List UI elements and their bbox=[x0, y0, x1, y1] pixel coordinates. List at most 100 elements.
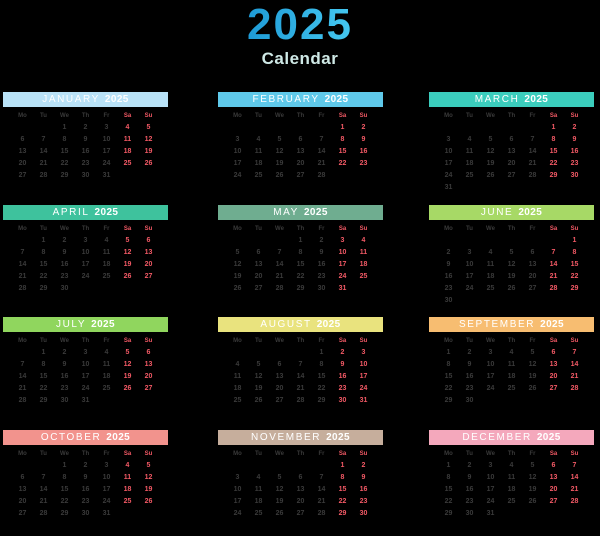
day-header-mo: Mo bbox=[233, 113, 242, 119]
date-cell-9: 9 bbox=[319, 249, 324, 256]
month-header: MAY 2025 bbox=[218, 205, 383, 220]
date-cell-5: 5 bbox=[509, 249, 514, 256]
day-header-tu: Tu bbox=[40, 113, 47, 119]
week-row-5: 29 30 bbox=[438, 395, 585, 407]
day-header-tu: Tu bbox=[466, 226, 473, 232]
date-cell-8: 8 bbox=[41, 249, 46, 256]
day-header-fr: Fr bbox=[103, 338, 110, 344]
date-cell-27: 27 bbox=[296, 172, 305, 179]
week-row-4: 20 21 22 23 24 25 26 bbox=[12, 158, 159, 170]
date-cell-4: 4 bbox=[467, 136, 472, 143]
month-name: AUGUST bbox=[260, 319, 312, 330]
date-cell-17: 17 bbox=[465, 273, 474, 280]
date-cell-16: 16 bbox=[81, 148, 90, 155]
date-cell-18: 18 bbox=[233, 385, 242, 392]
month-name: OCTOBER bbox=[40, 432, 102, 443]
date-cell-24: 24 bbox=[102, 498, 111, 505]
month-december: DECEMBER 2025 Mo Tu We Th Fr Sa Su 1 2 3 4 5 6 7 8 9 10… bbox=[429, 430, 594, 520]
empty-cell bbox=[269, 122, 290, 134]
date-cell-24: 24 bbox=[102, 160, 111, 167]
date-cell-4: 4 bbox=[509, 349, 514, 356]
date-cell-18: 18 bbox=[486, 273, 495, 280]
date-cell-20: 20 bbox=[528, 273, 537, 280]
date-cell-1: 1 bbox=[446, 349, 451, 356]
day-of-week-row: Mo Tu We Th Fr Sa Su bbox=[227, 449, 374, 460]
date-cell-3: 3 bbox=[235, 136, 240, 143]
empty-cell bbox=[480, 122, 501, 134]
date-cell-31: 31 bbox=[359, 397, 368, 404]
date-cell-10: 10 bbox=[486, 474, 495, 481]
date-cell-13: 13 bbox=[296, 486, 305, 493]
date-cell-1: 1 bbox=[446, 462, 451, 469]
day-header-mo: Mo bbox=[233, 451, 242, 457]
empty-cell bbox=[332, 170, 353, 182]
date-cell-17: 17 bbox=[444, 160, 453, 167]
date-cell-17: 17 bbox=[233, 160, 242, 167]
empty-cell bbox=[353, 283, 374, 295]
month-name: MARCH bbox=[474, 94, 520, 105]
week-row-1: 1 2 3 4 5 bbox=[12, 460, 159, 472]
month-year: 2025 bbox=[524, 94, 549, 105]
empty-cell bbox=[543, 295, 564, 307]
date-cell-12: 12 bbox=[275, 148, 284, 155]
month-grid: Mo Tu We Th Fr Sa Su 1 2 3 4 5 6 7 8 9 10 11 12 13 14 15 16 17… bbox=[3, 336, 168, 407]
date-cell-3: 3 bbox=[446, 136, 451, 143]
date-cell-25: 25 bbox=[123, 160, 132, 167]
date-cell-3: 3 bbox=[235, 474, 240, 481]
month-grid: Mo Tu We Th Fr Sa Su 1 2 3 4 5 6 7 8 9 10 11 12 13 14 15 16 17… bbox=[218, 111, 383, 182]
page-header: 2025 Calendar bbox=[0, 0, 600, 68]
date-cell-7: 7 bbox=[319, 474, 324, 481]
date-cell-29: 29 bbox=[39, 397, 48, 404]
date-cell-10: 10 bbox=[338, 249, 347, 256]
date-cell-12: 12 bbox=[528, 474, 537, 481]
date-cell-25: 25 bbox=[507, 385, 516, 392]
day-header-tu: Tu bbox=[466, 451, 473, 457]
date-cell-20: 20 bbox=[254, 273, 263, 280]
date-cell-9: 9 bbox=[467, 361, 472, 368]
date-cell-25: 25 bbox=[254, 510, 263, 517]
week-row-5: 28 29 30 31 bbox=[12, 395, 159, 407]
date-cell-16: 16 bbox=[317, 261, 326, 268]
empty-cell bbox=[543, 182, 564, 194]
date-cell-13: 13 bbox=[549, 474, 558, 481]
date-cell-28: 28 bbox=[317, 510, 326, 517]
day-header-fr: Fr bbox=[318, 451, 325, 457]
date-cell-1: 1 bbox=[551, 124, 556, 131]
date-cell-18: 18 bbox=[359, 261, 368, 268]
date-cell-23: 23 bbox=[570, 160, 579, 167]
date-cell-27: 27 bbox=[549, 385, 558, 392]
empty-cell bbox=[480, 235, 501, 247]
date-cell-20: 20 bbox=[549, 373, 558, 380]
date-cell-2: 2 bbox=[446, 249, 451, 256]
week-row-2: 7 8 9 10 11 12 13 bbox=[12, 359, 159, 371]
date-cell-22: 22 bbox=[570, 273, 579, 280]
date-cell-19: 19 bbox=[233, 273, 242, 280]
date-cell-23: 23 bbox=[465, 498, 474, 505]
empty-cell bbox=[501, 122, 522, 134]
date-cell-6: 6 bbox=[551, 462, 556, 469]
day-header-tu: Tu bbox=[40, 338, 47, 344]
empty-cell bbox=[543, 395, 564, 407]
day-header-sa: Sa bbox=[549, 113, 558, 119]
week-row-4: 19 20 21 22 23 24 25 bbox=[227, 271, 374, 283]
date-cell-20: 20 bbox=[549, 486, 558, 493]
empty-cell bbox=[12, 235, 33, 247]
date-cell-4: 4 bbox=[361, 237, 366, 244]
date-cell-1: 1 bbox=[298, 237, 303, 244]
date-cell-20: 20 bbox=[144, 373, 153, 380]
date-cell-15: 15 bbox=[39, 261, 48, 268]
date-cell-13: 13 bbox=[275, 373, 284, 380]
empty-cell bbox=[269, 347, 290, 359]
month-header: JULY 2025 bbox=[3, 317, 168, 332]
day-header-we: We bbox=[486, 451, 495, 457]
day-header-sa: Sa bbox=[338, 226, 347, 232]
date-cell-3: 3 bbox=[340, 237, 345, 244]
month-grid: Mo Tu We Th Fr Sa Su 1 2 3 4 5 6 7 8 9 10 11 12 13 14 15 16 17… bbox=[218, 224, 383, 295]
empty-cell bbox=[459, 122, 480, 134]
date-cell-27: 27 bbox=[296, 510, 305, 517]
date-cell-16: 16 bbox=[81, 486, 90, 493]
date-cell-28: 28 bbox=[39, 172, 48, 179]
empty-cell bbox=[311, 122, 332, 134]
week-row-4: 18 19 20 21 22 23 24 bbox=[227, 383, 374, 395]
month-year: 2025 bbox=[518, 207, 543, 218]
